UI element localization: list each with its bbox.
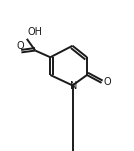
Text: N: N: [70, 81, 77, 91]
Text: O: O: [103, 77, 111, 87]
Text: OH: OH: [28, 27, 43, 37]
Text: O: O: [16, 41, 24, 51]
